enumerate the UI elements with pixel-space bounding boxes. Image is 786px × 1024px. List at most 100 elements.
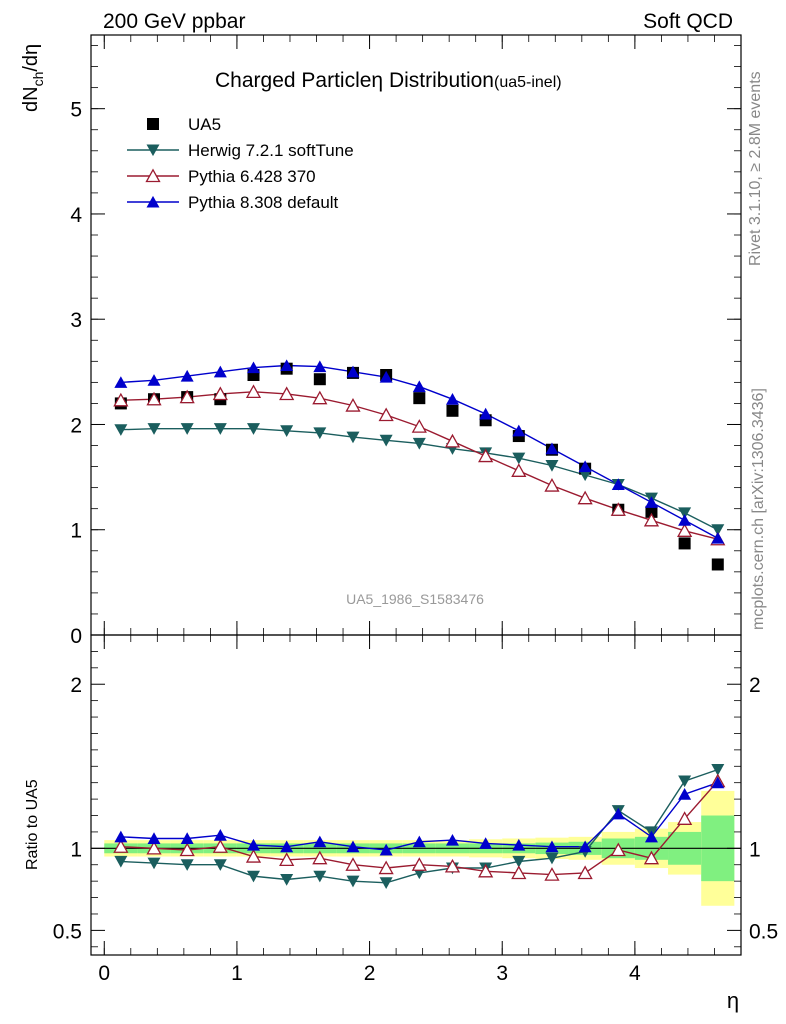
main-data-point [610, 502, 626, 516]
main-data-point [212, 386, 228, 401]
ratio-data-point [179, 842, 195, 857]
x-tick-label: 4 [629, 962, 641, 985]
main-data-point [213, 423, 227, 435]
main-data-point [445, 393, 459, 405]
main-data-point [180, 369, 194, 382]
ratio-data-point [247, 870, 260, 883]
x-tick-label: 3 [496, 962, 508, 985]
ratio-data-point [643, 850, 660, 865]
main-data-point [444, 433, 461, 448]
main-data-point [446, 404, 459, 417]
main-data-point [413, 392, 426, 405]
ratio-data-point [379, 843, 393, 856]
ratio-data-point [147, 832, 161, 845]
main-data-point [113, 392, 129, 407]
ratio-y-tick-label: 2 [70, 674, 82, 697]
main-y-tick-label: 2 [70, 414, 82, 437]
main-data-point [280, 359, 294, 372]
ratio-data-point [545, 840, 559, 853]
main-data-point [313, 373, 326, 386]
legend-label: Pythia 6.428 370 [188, 167, 316, 186]
main-ylabel-sub: ch [30, 72, 46, 87]
header-left: 200 GeV ppbar [103, 10, 245, 33]
main-data-point [379, 434, 393, 447]
main-y-tick-label: 5 [70, 99, 82, 122]
main-data-point [678, 514, 692, 526]
legend-marker [146, 144, 160, 157]
ratio-y-tick-label: 0.5 [53, 920, 82, 943]
ratio-ylabel: Ratio to UA5 [24, 779, 41, 870]
ratio-data-point [280, 840, 294, 853]
ratio-data-point [346, 875, 360, 888]
main-data-point [545, 460, 559, 472]
ratio-data-point [545, 852, 559, 865]
ratio-data-point [677, 811, 693, 825]
main-data-point [313, 360, 327, 373]
main-data-point [479, 407, 493, 420]
ratio-data-point [678, 775, 692, 788]
ratio-data-point [577, 865, 593, 880]
main-data-point [711, 524, 725, 536]
ratio-data-point [644, 830, 658, 843]
legend: UA5 Herwig 7.2.1 softTune Pythia 6.428 370… [127, 115, 354, 212]
main-data-point [545, 442, 559, 455]
main-title-rest: Distribution [383, 69, 494, 92]
legend-label: Herwig 7.2.1 softTune [188, 141, 354, 160]
main-y-tick-label: 3 [70, 309, 82, 332]
main-data-point [147, 423, 161, 435]
main-y-tick-label: 4 [70, 204, 82, 227]
main-ylabel-rest: /dη [20, 44, 42, 72]
ratio-data-point [147, 857, 161, 870]
ratio-data-point [180, 832, 194, 845]
x-tick-label: 1 [231, 962, 243, 985]
ratio-data-point [578, 840, 592, 853]
ratio-data-point [146, 840, 162, 855]
main-data-point [511, 463, 527, 477]
main-title-small: (ua5-inel) [494, 74, 562, 91]
main-data-point [346, 365, 360, 378]
legend-marker [145, 168, 161, 183]
ratio-data-point [512, 838, 526, 851]
main-data-point [678, 507, 692, 520]
legend-marker [146, 195, 160, 208]
main-data-point [578, 469, 592, 482]
main-data-point [578, 460, 592, 473]
x-axis-label: η [727, 988, 739, 1013]
ratio-data-point [378, 860, 394, 875]
ratio-data-point [379, 877, 393, 889]
ratio-data-point [711, 776, 725, 789]
ratio-data-point [313, 835, 327, 848]
x-tick-label: 2 [364, 962, 376, 985]
main-data-point [711, 531, 725, 544]
main-data-point [512, 424, 526, 437]
main-data-point [478, 448, 494, 463]
ratio-data-point [213, 859, 227, 871]
main-data-point [345, 398, 361, 412]
ratio-data-point [444, 858, 461, 873]
main-data-point [245, 384, 262, 399]
main-title-text: Charged Particle [215, 69, 371, 92]
main-data-point [114, 424, 128, 436]
ratio-y-tick-label: 1 [70, 838, 82, 861]
ratio-data-point [114, 855, 128, 868]
main-ylabel: dNch/dη [20, 44, 46, 112]
analysis-watermark: UA5_1986_S1583476 [346, 591, 484, 607]
main-data-point [247, 361, 260, 374]
main-title: Charged Particleη Distribution(ua5-inel) [215, 69, 562, 92]
rivet-version-label: Rivet 3.1.10, ≥ 2.8M events [747, 71, 764, 266]
ratio-data-point [445, 833, 459, 846]
main-data-point [678, 537, 691, 550]
main-data-point [147, 374, 161, 386]
ratio-data-point [312, 850, 328, 865]
mcplots-label: mcplots.cern.ch [arXiv:1306.3436] [750, 388, 767, 630]
main-data-point [378, 407, 394, 422]
legend-label: Pythia 8.308 default [188, 193, 339, 212]
main-data-point [247, 423, 260, 435]
main-series-line [120, 391, 718, 540]
header-right: Soft QCD [643, 10, 733, 33]
main-data-point [312, 390, 328, 405]
main-data-point [213, 365, 227, 378]
main-data-point [512, 452, 526, 465]
legend-label: UA5 [188, 115, 221, 134]
